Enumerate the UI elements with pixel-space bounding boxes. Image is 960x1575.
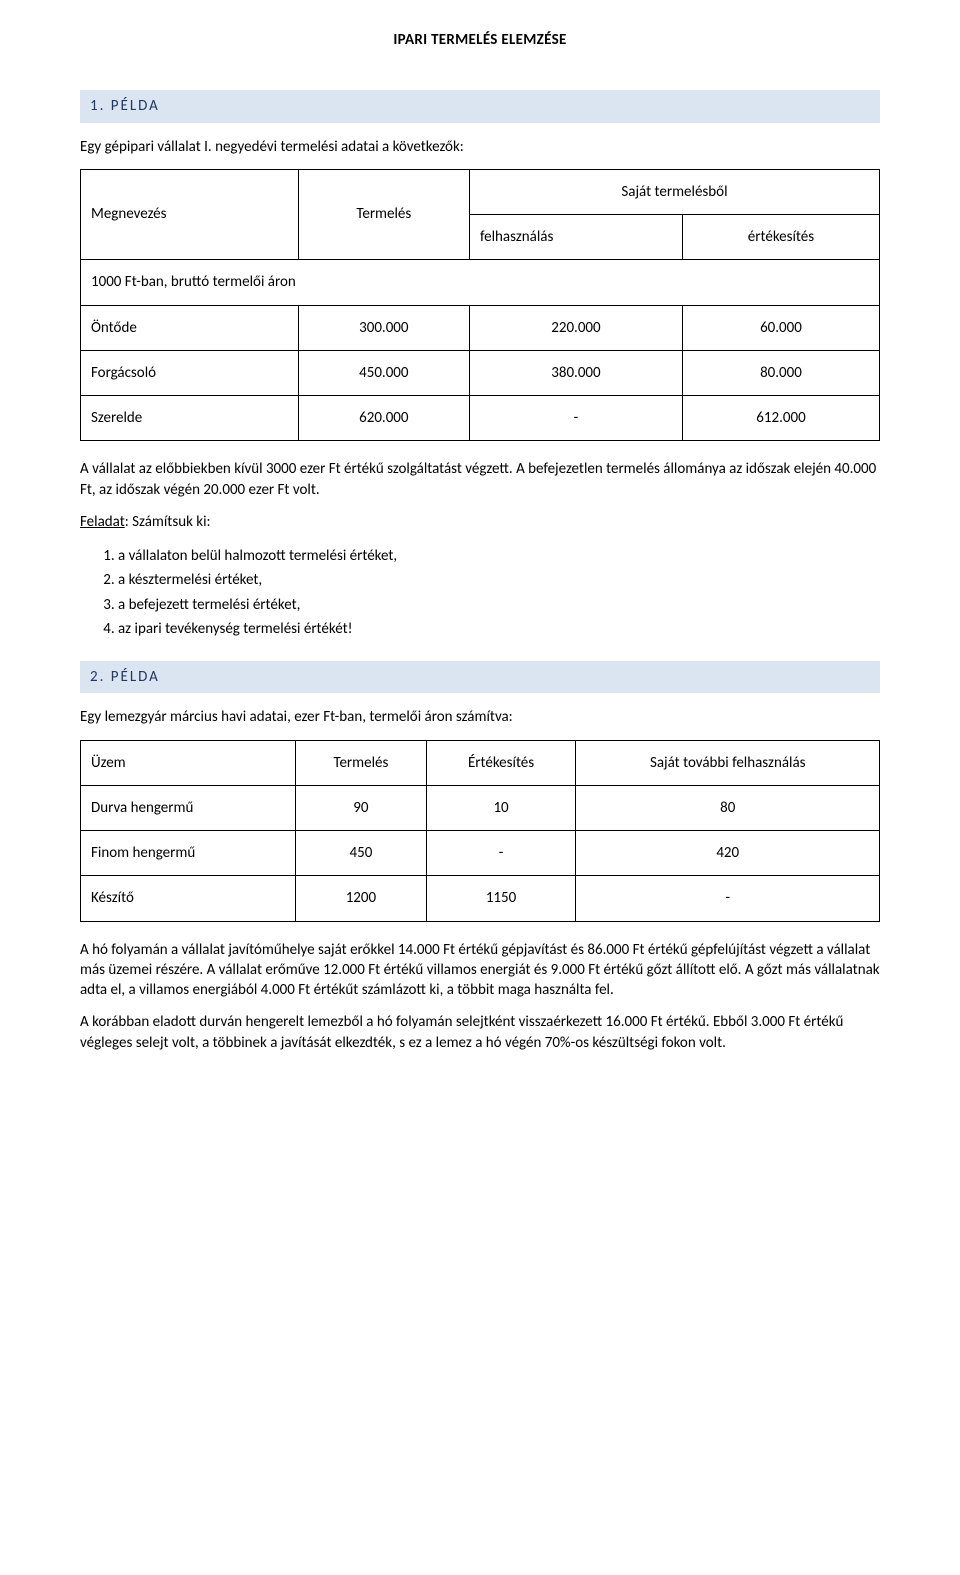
task-list: a vállalaton belül halmozott termelési é… xyxy=(118,544,880,641)
example2-paragraph1: A hó folyamán a vállalat javítóműhelye s… xyxy=(80,940,880,1001)
col-sajat-termelesbol: Saját termelésből xyxy=(469,169,879,214)
cell-value: 612.000 xyxy=(682,396,879,441)
cell-value: 450 xyxy=(296,831,426,876)
cell-name: Durva hengermű xyxy=(81,785,296,830)
list-item: a vállalaton belül halmozott termelési é… xyxy=(118,544,880,568)
cell-value: 300.000 xyxy=(298,305,469,350)
cell-value: 90 xyxy=(296,785,426,830)
cell-name: Finom hengermű xyxy=(81,831,296,876)
cell-value: 1200 xyxy=(296,876,426,921)
table-row: Szerelde 620.000 - 612.000 xyxy=(81,396,880,441)
cell-name: Szerelde xyxy=(81,396,299,441)
list-item: az ipari tevékenység termelési értékét! xyxy=(118,617,880,641)
cell-value: 380.000 xyxy=(469,350,682,395)
col-ertekesites: értékesítés xyxy=(682,215,879,260)
document-title: IPARI TERMELÉS ELEMZÉSE xyxy=(80,30,880,50)
task-label-rest: : Számítsuk ki: xyxy=(125,513,211,531)
section-heading-2: 2. PÉLDA xyxy=(80,661,880,693)
table-row: Készítő 1200 1150 - xyxy=(81,876,880,921)
cell-value: 80 xyxy=(576,785,880,830)
section-heading-1: 1. PÉLDA xyxy=(80,90,880,122)
cell-value: - xyxy=(576,876,880,921)
table-row: Finom hengermű 450 - 420 xyxy=(81,831,880,876)
cell-value: 620.000 xyxy=(298,396,469,441)
cell-value: - xyxy=(469,396,682,441)
cell-value: - xyxy=(426,831,576,876)
col-termeles: Termelés xyxy=(298,169,469,260)
example2-paragraph2: A korábban eladott durván hengerelt leme… xyxy=(80,1012,880,1053)
col-uzem: Üzem xyxy=(81,740,296,785)
page: IPARI TERMELÉS ELEMZÉSE 1. PÉLDA Egy gép… xyxy=(0,0,960,1105)
cell-name: Készítő xyxy=(81,876,296,921)
cell-value: 80.000 xyxy=(682,350,879,395)
col-felhasznalas: felhasználás xyxy=(469,215,682,260)
col-megnevezes: Megnevezés xyxy=(81,169,299,260)
col-sajat-tovabbi: Saját további felhasználás xyxy=(576,740,880,785)
cell-value: 450.000 xyxy=(298,350,469,395)
list-item: a befejezett termelési értéket, xyxy=(118,593,880,617)
table-row: Durva hengermű 90 10 80 xyxy=(81,785,880,830)
list-item: a késztermelési értéket, xyxy=(118,568,880,592)
example1-table: Megnevezés Termelés Saját termelésből fe… xyxy=(80,169,880,442)
example1-after-text: A vállalat az előbbiekben kívül 3000 eze… xyxy=(80,459,880,500)
unit-row: 1000 Ft-ban, bruttó termelői áron xyxy=(81,260,880,305)
table-row: Öntőde 300.000 220.000 60.000 xyxy=(81,305,880,350)
col-termeles: Termelés xyxy=(296,740,426,785)
example1-intro: Egy gépipari vállalat I. negyedévi terme… xyxy=(80,137,880,157)
cell-value: 420 xyxy=(576,831,880,876)
example2-table: Üzem Termelés Értékesítés Saját további … xyxy=(80,740,880,922)
cell-value: 220.000 xyxy=(469,305,682,350)
col-ertekesites: Értékesítés xyxy=(426,740,576,785)
cell-value: 60.000 xyxy=(682,305,879,350)
cell-value: 1150 xyxy=(426,876,576,921)
task-label-underline: Feladat xyxy=(80,513,125,531)
cell-name: Forgácsoló xyxy=(81,350,299,395)
task-label: Feladat: Számítsuk ki: xyxy=(80,512,880,532)
cell-name: Öntőde xyxy=(81,305,299,350)
example2-intro: Egy lemezgyár március havi adatai, ezer … xyxy=(80,707,880,727)
cell-value: 10 xyxy=(426,785,576,830)
table-row: Forgácsoló 450.000 380.000 80.000 xyxy=(81,350,880,395)
